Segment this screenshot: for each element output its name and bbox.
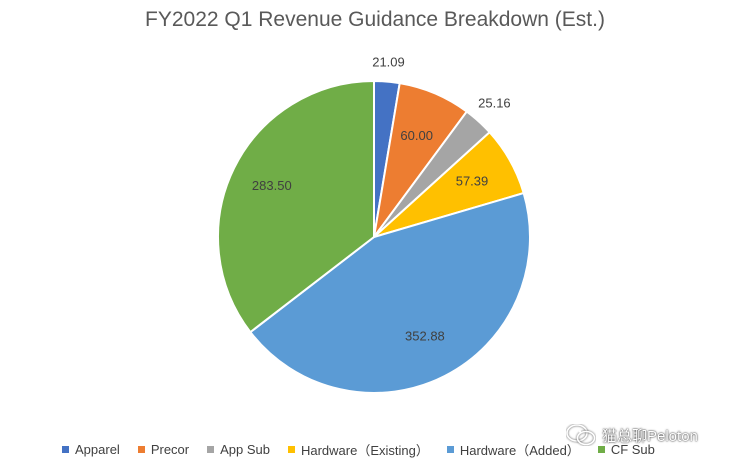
watermark: 猫总聊Peloton (566, 424, 698, 446)
legend-label: Hardware（Added） (459, 443, 580, 458)
data-label: 352.88 (405, 329, 445, 344)
legend-item: Precor (137, 442, 190, 457)
legend-label: Hardware（Existing） (300, 443, 429, 458)
watermark-text: 猫总聊Peloton (602, 427, 698, 445)
legend-item: CF Sub (597, 442, 655, 457)
legend-item: Apparel (62, 442, 120, 457)
data-label: 21.09 (372, 54, 405, 69)
legend-swatch (137, 446, 145, 453)
legend-label: App Sub (220, 442, 270, 457)
legend-swatch (446, 446, 454, 453)
legend: Apparel Precor App Sub Hardware（Existing） Ha… (62, 440, 673, 459)
legend-swatch (287, 446, 295, 453)
pie-slice-cf-sub (217, 79, 375, 334)
chart-title: FY2022 Q1 Revenue Guidance Breakdown (Es… (145, 8, 605, 31)
data-label: 283.50 (252, 178, 292, 193)
legend-swatch (207, 446, 215, 453)
data-label: 25.16 (478, 95, 511, 110)
legend-item: Hardware（Added） (446, 440, 580, 459)
legend-swatch (597, 446, 605, 453)
legend-label: CF Sub (610, 442, 655, 457)
legend-label: Precor (150, 442, 190, 457)
legend-swatch (62, 446, 69, 453)
wechat-icon (566, 424, 596, 446)
legend-item: Hardware（Existing） (287, 440, 429, 459)
legend-item: App Sub (207, 442, 270, 457)
legend-label: Apparel (75, 442, 120, 457)
data-label: 60.00 (400, 128, 433, 143)
pie-slice-hardware-added (248, 191, 531, 394)
data-label: 57.39 (456, 174, 489, 189)
